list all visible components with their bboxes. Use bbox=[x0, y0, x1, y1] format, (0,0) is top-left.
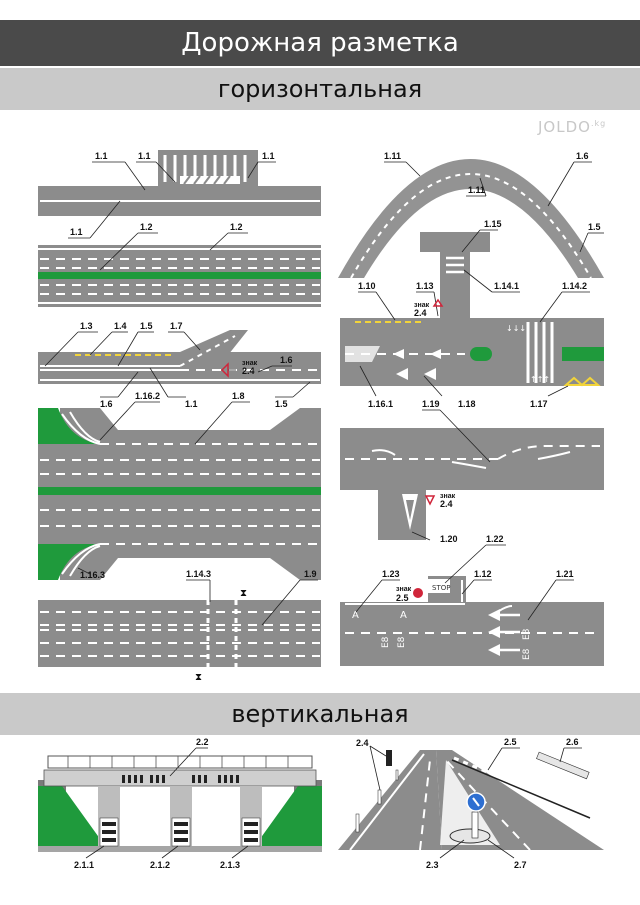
label: 1.7 bbox=[170, 321, 183, 331]
label: 1.21 bbox=[556, 569, 574, 579]
label: 2.3 bbox=[426, 860, 439, 870]
sign-number: 2.5 bbox=[396, 593, 409, 603]
arrow-marking-icon: ↑↑↑ bbox=[530, 375, 550, 384]
label: 2.4 bbox=[356, 738, 369, 748]
label: 1.16.3 bbox=[80, 570, 105, 580]
sign-number: 2.4 bbox=[414, 308, 427, 318]
label: 1.17 bbox=[530, 399, 548, 409]
label: 1.11 bbox=[468, 185, 485, 195]
diagram-road-perspective bbox=[338, 750, 604, 851]
label: 1.9 bbox=[304, 569, 317, 579]
label: 1.11 bbox=[384, 151, 401, 161]
label: 2.1.3 bbox=[220, 860, 240, 870]
label: 1.5 bbox=[140, 321, 153, 331]
sign-caption: знак bbox=[414, 302, 430, 309]
label: 1.2 bbox=[140, 222, 153, 232]
label: 1.5 bbox=[588, 222, 601, 232]
label: 1.20 bbox=[440, 534, 458, 544]
sign-number: 2.4 bbox=[440, 499, 453, 509]
label: 1.6 bbox=[100, 399, 113, 409]
label: 2.6 bbox=[566, 737, 579, 747]
road-letter: A bbox=[400, 610, 407, 621]
diagram-1-21 bbox=[340, 576, 604, 666]
label: 1.12 bbox=[474, 569, 492, 579]
label: 1.16.2 bbox=[135, 391, 160, 401]
route-number: E8 bbox=[522, 648, 532, 660]
label: 1.3 bbox=[80, 321, 93, 331]
label: 2.1.2 bbox=[150, 860, 170, 870]
label: 1.1 bbox=[185, 399, 198, 409]
diagram-1-19 bbox=[340, 428, 604, 540]
diagram-intersection: ↓↓↓ ↑↑↑ bbox=[340, 232, 604, 387]
label: 1.2 bbox=[230, 222, 243, 232]
page-title: Дорожная разметка bbox=[0, 20, 640, 66]
label: 1.19 bbox=[422, 399, 440, 409]
label: 2.1.1 bbox=[74, 860, 94, 870]
label: 1.1 bbox=[262, 151, 275, 161]
label: 1.23 bbox=[382, 569, 400, 579]
sign-caption: знак bbox=[242, 360, 258, 367]
section-vertical-heading: вертикальная bbox=[0, 693, 640, 735]
label: 1.5 bbox=[275, 399, 288, 409]
diagram-1-3-to-1-7 bbox=[38, 330, 321, 384]
route-number: E8 bbox=[522, 628, 532, 640]
traffic-light-icon: ⧗ bbox=[195, 672, 202, 683]
route-number: E8 bbox=[381, 636, 391, 648]
label: 2.7 bbox=[514, 860, 527, 870]
label: 2.5 bbox=[504, 737, 517, 747]
label: 1.1 bbox=[95, 151, 108, 161]
label: 1.13 bbox=[416, 281, 434, 291]
label: 1.8 bbox=[232, 391, 245, 401]
label: 1.6 bbox=[576, 151, 589, 161]
diagram-1-2 bbox=[38, 245, 321, 307]
label: 1.14.3 bbox=[186, 569, 211, 579]
label: 1.14.2 bbox=[562, 281, 587, 291]
label: 1.10 bbox=[358, 281, 376, 291]
section-horizontal-heading: горизонтальная bbox=[0, 68, 640, 110]
route-number: E8 bbox=[397, 636, 407, 648]
label: 2.2 bbox=[196, 737, 209, 747]
road-letter: A bbox=[352, 610, 359, 621]
diagram-1-8 bbox=[38, 408, 321, 580]
label: 1.1 bbox=[138, 151, 151, 161]
diagram-1-1 bbox=[38, 150, 321, 216]
label: 1.15 bbox=[484, 219, 502, 229]
label: 1.6 bbox=[280, 355, 293, 365]
watermark-logo: JOLDO.kg bbox=[538, 118, 607, 136]
sign-number: 2.4 bbox=[242, 366, 255, 376]
label: 1.4 bbox=[114, 321, 127, 331]
sign-caption: знак bbox=[440, 493, 456, 500]
sign-2-5-icon bbox=[413, 588, 423, 598]
label: 1.22 bbox=[486, 534, 504, 544]
label: 1.14.1 bbox=[494, 281, 519, 291]
label: 1.16.1 bbox=[368, 399, 393, 409]
label: 1.1 bbox=[70, 227, 83, 237]
diagram-bridge bbox=[38, 755, 322, 852]
diagram-1-9 bbox=[38, 600, 321, 667]
traffic-light-icon: ⧗ bbox=[240, 588, 247, 599]
stop-marking: STOP bbox=[432, 584, 450, 592]
diagram-1-11 bbox=[338, 159, 604, 279]
label: 1.18 bbox=[458, 399, 476, 409]
arrow-marking-icon: ↓↓↓ bbox=[506, 324, 526, 333]
sign-caption: знак bbox=[396, 586, 412, 593]
